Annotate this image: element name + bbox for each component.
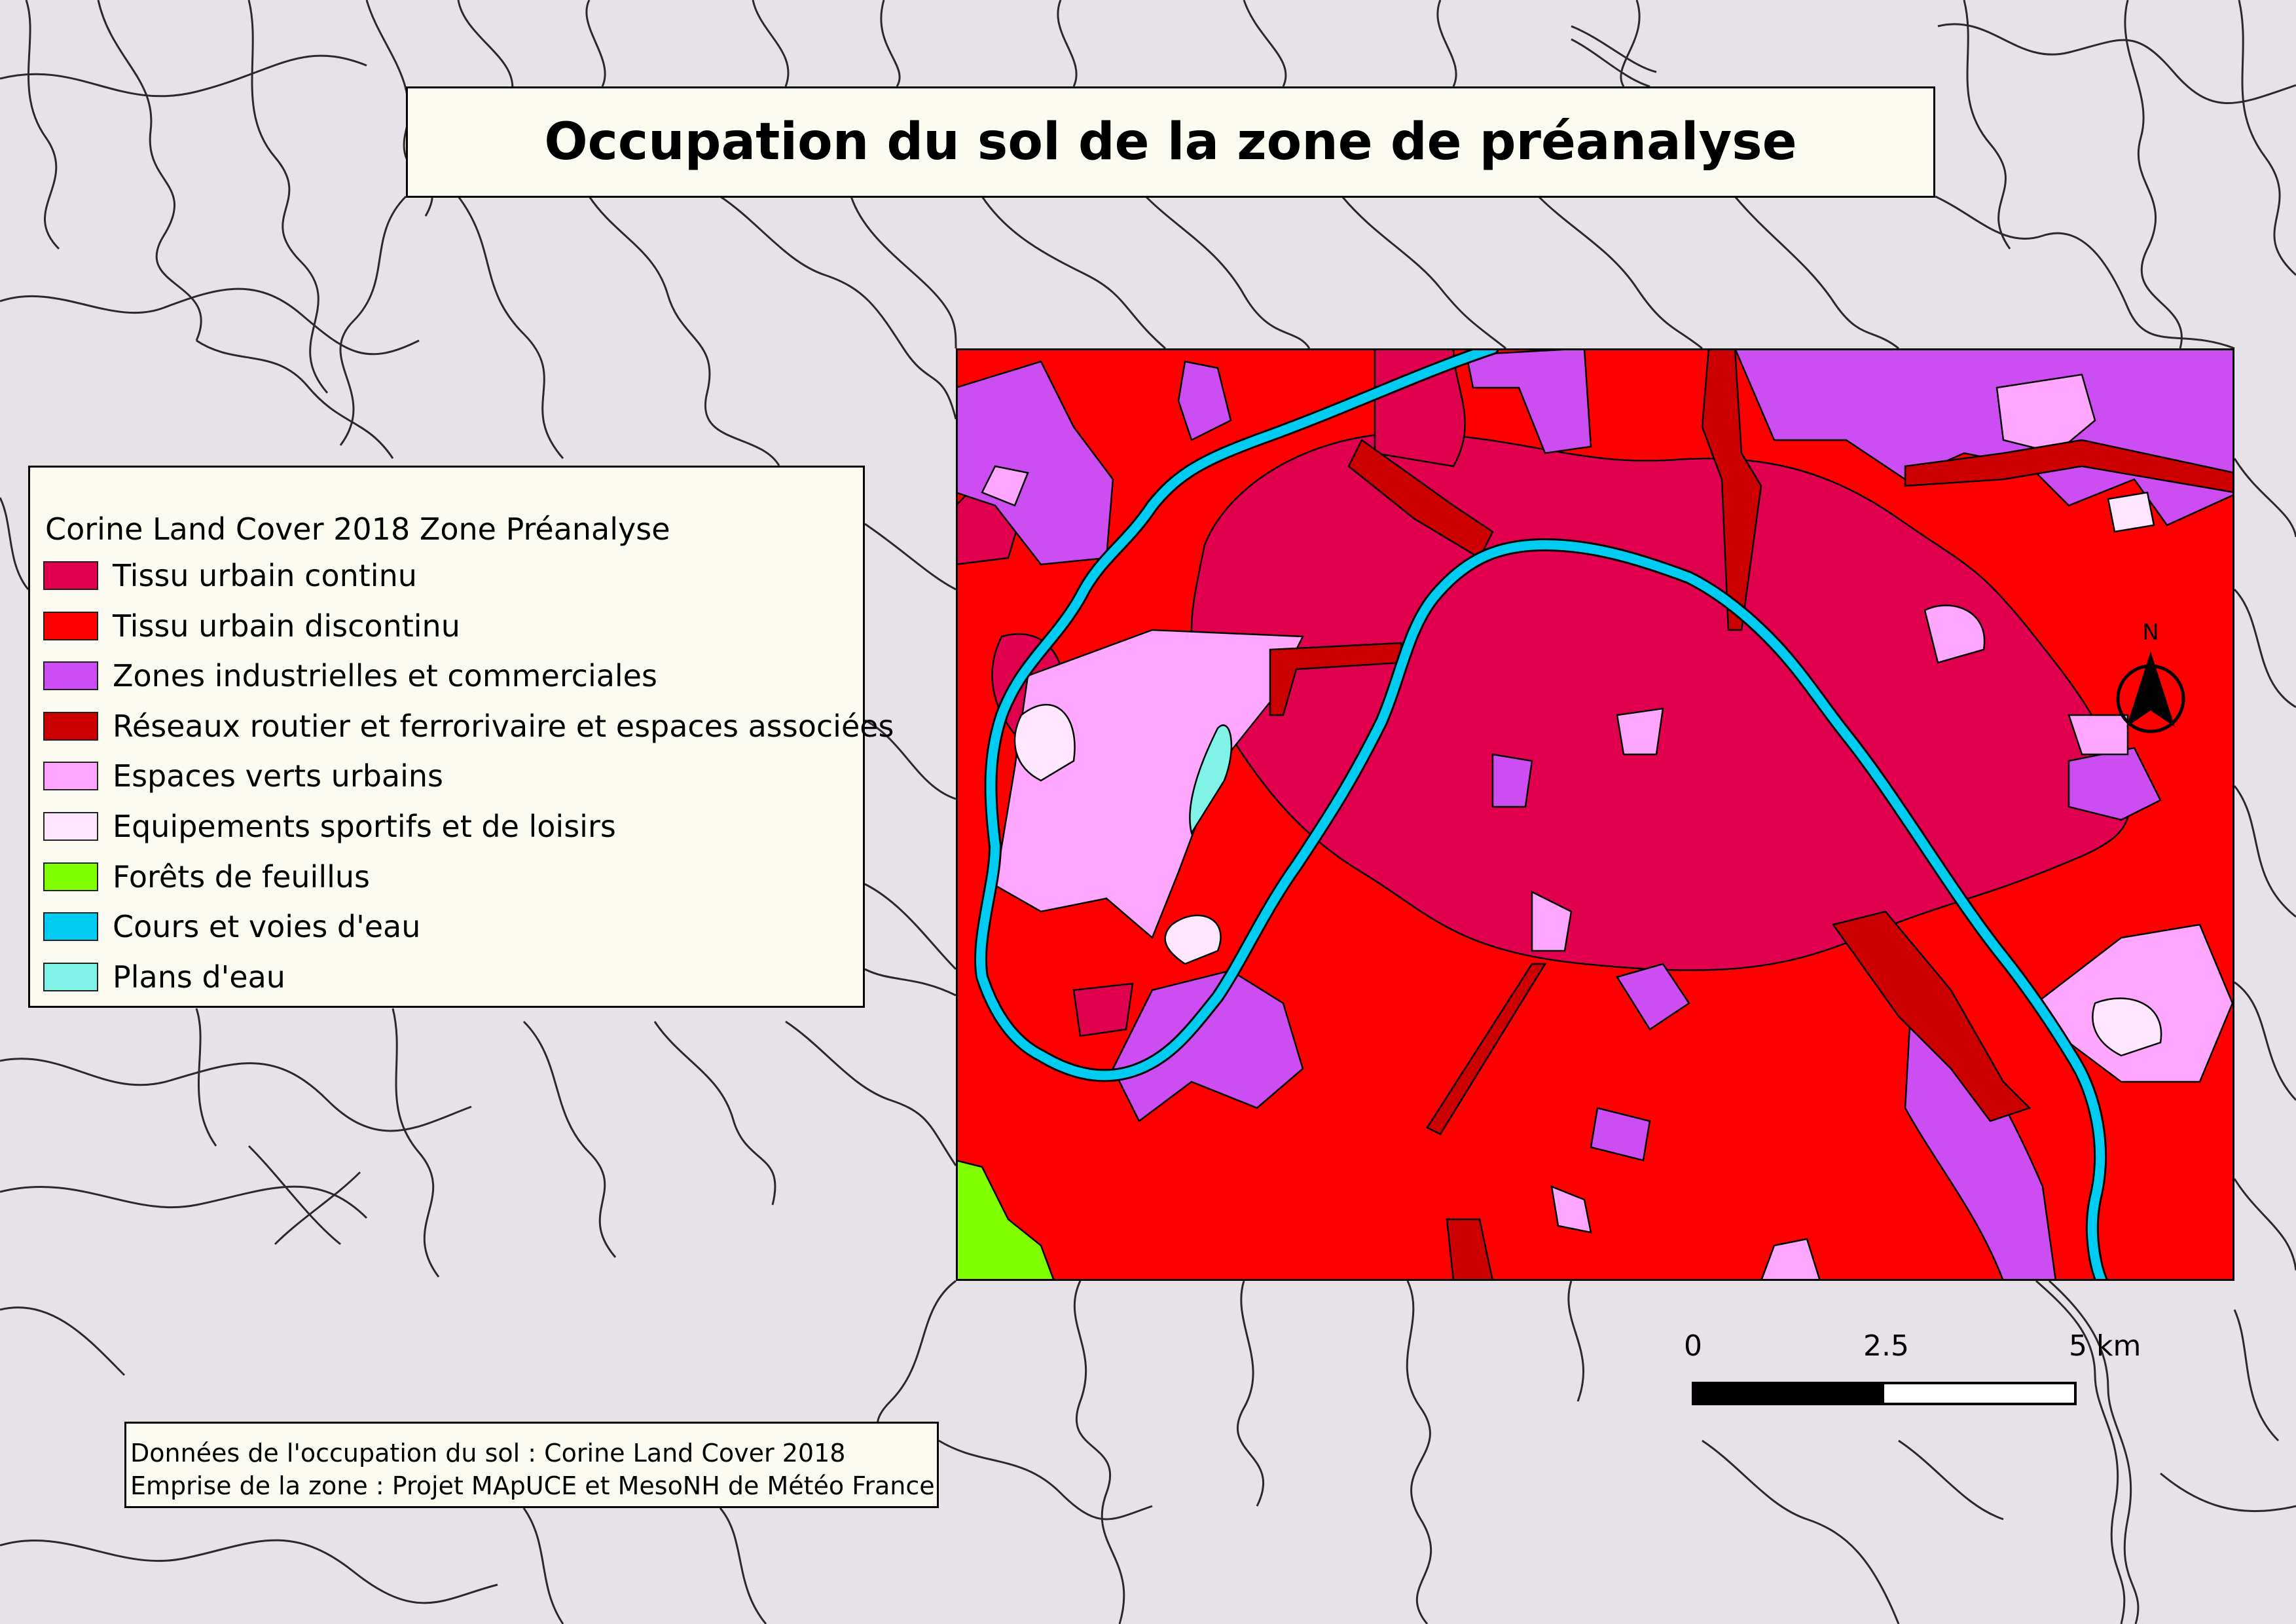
legend-swatch	[43, 963, 98, 991]
zone-green-center	[1531, 890, 1573, 952]
source-line-extent: Emprise de la zone : Projet MApUCE et Me…	[130, 1471, 935, 1500]
zone-sports-se	[2092, 997, 2162, 1057]
zone-road-rail-s	[1426, 963, 1547, 1135]
zone-industrial-ne2	[1734, 348, 2234, 526]
legend-item-sports: Equipements sportifs et de loisirs	[43, 809, 616, 844]
zone-road-rail-se	[1831, 910, 2032, 1122]
legend: Corine Land Cover 2018 Zone Préanalyse T…	[28, 466, 894, 1008]
legend-item-discontinuous-urban: Tissu urbain discontinu	[43, 608, 460, 644]
map-title-box: Occupation du sol de la zone de préanaly…	[406, 86, 1935, 198]
north-label: N	[2142, 619, 2159, 646]
north-arrow-icon: N	[2116, 619, 2185, 733]
zone-continuous-urban-sw	[1072, 982, 1134, 1037]
zone-sports-west	[1013, 703, 1076, 782]
zone-green-nw	[981, 465, 1029, 507]
legend-item-water-body: Plans d'eau	[43, 959, 285, 995]
zone-green-e	[1923, 604, 1986, 664]
zone-sports-center	[1164, 914, 1222, 965]
scale-segment-black	[1694, 1384, 1884, 1403]
legend-swatch	[43, 561, 98, 590]
legend-swatch	[43, 812, 98, 841]
scale-label-end: 5 km	[2069, 1329, 2141, 1363]
zone-road-rail-east	[1904, 439, 2234, 494]
land-cover-map	[956, 348, 2234, 1281]
scale-label-0: 0	[1684, 1329, 1702, 1363]
map-title: Occupation du sol de la zone de préanaly…	[544, 113, 1797, 172]
zone-sports-ne	[2107, 491, 2155, 533]
legend-item-industrial: Zones industrielles et commerciales	[43, 658, 657, 693]
legend-title: Corine Land Cover 2018 Zone Préanalyse	[45, 511, 670, 547]
legend-label: Cours et voies d'eau	[113, 909, 421, 944]
legend-label: Tissu urbain continu	[113, 558, 417, 593]
legend-label: Zones industrielles et commerciales	[113, 658, 657, 693]
zone-green-s2	[1550, 1185, 1592, 1234]
legend-item-watercourse: Cours et voies d'eau	[43, 909, 421, 944]
zone-industrial-center3	[1590, 1107, 1651, 1162]
legend-swatch	[43, 912, 98, 941]
zone-green-center2	[1616, 707, 1664, 756]
legend-label: Plans d'eau	[113, 959, 285, 995]
legend-swatch	[43, 661, 98, 690]
legend-item-road-rail: Réseaux routier et ferrorivaire et espac…	[43, 709, 894, 744]
zone-forest-sw	[956, 1159, 1055, 1281]
zone-industrial-center	[1491, 753, 1533, 808]
legend-label: Réseaux routier et ferrorivaire et espac…	[113, 709, 894, 744]
source-box: Données de l'occupation du sol : Corine …	[124, 1422, 939, 1508]
scale-bar	[1692, 1382, 2077, 1405]
legend-label: Forêts de feuillus	[113, 859, 371, 895]
legend-item-forest: Forêts de feuillus	[43, 859, 371, 895]
zone-industrial-center2	[1616, 963, 1690, 1031]
zone-industrial-ne1	[1465, 348, 1592, 454]
zone-water-body	[1189, 724, 1233, 836]
source-line-data: Données de l'occupation du sol : Corine …	[130, 1439, 846, 1467]
legend-item-green-spaces: Espaces verts urbains	[43, 758, 444, 794]
zone-industrial-n	[1177, 360, 1232, 441]
zone-green-ne	[1995, 373, 2096, 454]
legend-item-continuous-urban: Tissu urbain continu	[43, 558, 417, 593]
zone-road-rail-ne	[1701, 348, 1762, 631]
legend-swatch	[43, 612, 98, 640]
scale-label-mid: 2.5	[1863, 1329, 1909, 1363]
scale-segment-white	[1884, 1384, 2074, 1403]
zone-road-rail-s2	[1446, 1218, 1494, 1281]
zone-green-s	[1760, 1238, 1821, 1281]
legend-swatch	[43, 862, 98, 891]
zone-industrial-sw	[1112, 969, 1304, 1122]
zone-continuous-urban-center	[1190, 432, 2130, 971]
zone-green-e2	[2068, 714, 2129, 756]
legend-swatch	[43, 762, 98, 790]
legend-swatch	[43, 712, 98, 741]
legend-label: Espaces verts urbains	[113, 758, 444, 794]
legend-label: Tissu urbain discontinu	[113, 608, 460, 644]
zone-road-rail-center	[1269, 642, 1402, 716]
legend-label: Equipements sportifs et de loisirs	[113, 809, 616, 844]
